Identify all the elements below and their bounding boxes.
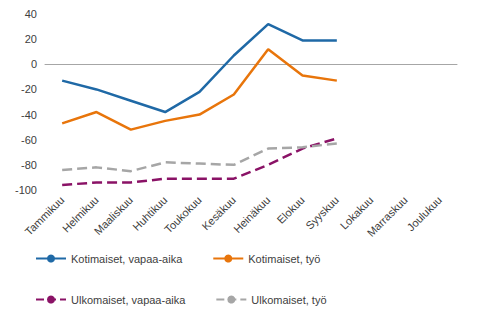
svg-text:Toukokuu: Toukokuu bbox=[162, 194, 204, 236]
svg-text:Huhtikuu: Huhtikuu bbox=[130, 193, 170, 233]
svg-text:Joulukuu: Joulukuu bbox=[404, 194, 444, 234]
svg-text:40: 40 bbox=[25, 8, 37, 20]
svg-text:Ulkomaiset, työ: Ulkomaiset, työ bbox=[251, 294, 326, 306]
svg-text:Kotimaiset, vapaa-aika: Kotimaiset, vapaa-aika bbox=[71, 253, 183, 265]
svg-text:Ulkomaiset, vapaa-aika: Ulkomaiset, vapaa-aika bbox=[71, 294, 186, 306]
svg-text:Helmikuu: Helmikuu bbox=[59, 193, 101, 235]
svg-text:Heinäkuu: Heinäkuu bbox=[231, 194, 272, 235]
svg-text:-60: -60 bbox=[21, 134, 37, 146]
svg-text:Kotimaiset, työ: Kotimaiset, työ bbox=[248, 253, 320, 265]
svg-text:-20: -20 bbox=[21, 83, 37, 95]
svg-text:-100: -100 bbox=[15, 184, 37, 196]
svg-text:Tammikuu: Tammikuu bbox=[23, 194, 67, 238]
svg-text:Lokakuu: Lokakuu bbox=[337, 193, 376, 232]
svg-text:-40: -40 bbox=[21, 109, 37, 121]
svg-text:Maaliskuu: Maaliskuu bbox=[92, 194, 135, 237]
svg-text:Kesäkuu: Kesäkuu bbox=[199, 193, 239, 233]
svg-text:Syyskuu: Syyskuu bbox=[303, 194, 341, 232]
svg-text:0: 0 bbox=[31, 58, 37, 70]
svg-text:Marraskuu: Marraskuu bbox=[365, 194, 410, 239]
svg-text:Elokuu: Elokuu bbox=[275, 194, 307, 226]
svg-text:20: 20 bbox=[25, 33, 37, 45]
svg-text:-80: -80 bbox=[21, 159, 37, 171]
